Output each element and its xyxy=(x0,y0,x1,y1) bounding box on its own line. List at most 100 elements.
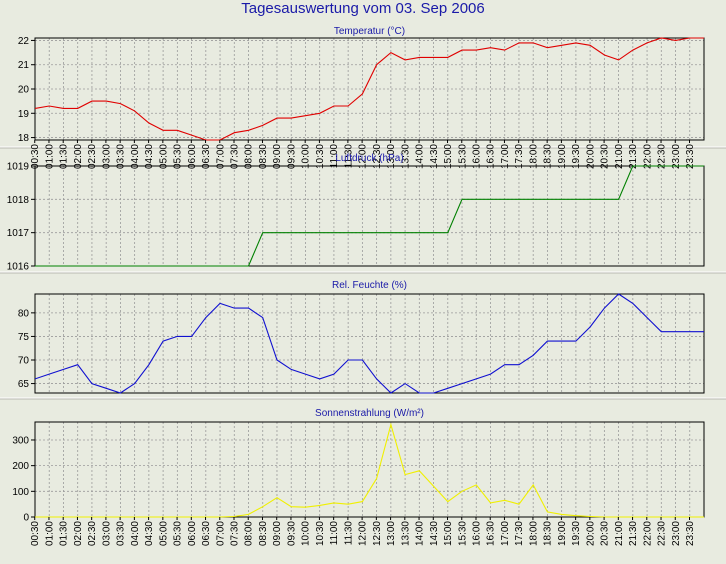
x-tick-label: 12:00 xyxy=(358,521,369,546)
y-tick-label: 0 xyxy=(23,513,29,524)
x-tick-label: 15:00 xyxy=(443,521,454,546)
x-tick-label: 05:00 xyxy=(158,521,169,546)
x-tick-label: 03:30 xyxy=(116,521,127,546)
x-tick-label: 02:30 xyxy=(87,144,98,169)
x-tick-label: 05:00 xyxy=(158,144,169,169)
x-tick-label: 13:00 xyxy=(386,521,397,546)
plot-frame xyxy=(34,165,705,267)
x-tick-label: 12:30 xyxy=(372,521,383,546)
x-tick-label: 20:30 xyxy=(600,144,611,169)
x-tick-label: 10:00 xyxy=(301,144,312,169)
x-tick-label: 15:30 xyxy=(457,144,468,169)
x-tick-label: 22:00 xyxy=(642,144,653,169)
x-tick-label: 04:00 xyxy=(130,144,141,169)
y-tick-label: 200 xyxy=(12,461,29,472)
x-tick-label: 06:30 xyxy=(201,521,212,546)
x-tick-label: 10:30 xyxy=(315,521,326,546)
chart-title: Rel. Feuchte (%) xyxy=(332,280,407,291)
x-tick-label: 18:30 xyxy=(543,144,554,169)
y-tick-label: 1018 xyxy=(7,195,30,206)
x-tick-label: 11:30 xyxy=(343,144,354,169)
x-tick-label: 14:30 xyxy=(429,521,440,546)
x-tick-label: 20:00 xyxy=(585,521,596,546)
x-tick-label: 09:30 xyxy=(286,144,297,169)
x-tick-label: 13:30 xyxy=(400,521,411,546)
y-tick-label: 65 xyxy=(18,379,30,390)
x-tick-label: 12:30 xyxy=(372,144,383,169)
x-tick-label: 11:30 xyxy=(343,521,354,546)
series-line xyxy=(35,293,704,394)
y-tick-label: 1019 xyxy=(7,162,30,173)
chart-title: Sonnenstrahlung (W/m²) xyxy=(315,408,424,419)
x-tick-label: 04:30 xyxy=(144,521,155,546)
x-tick-label: 20:30 xyxy=(600,521,611,546)
plot-frame xyxy=(34,421,705,518)
x-tick-label: 06:00 xyxy=(187,521,198,546)
x-tick-label: 23:00 xyxy=(671,521,682,546)
x-tick-label: 21:00 xyxy=(614,144,625,169)
x-tick-label: 04:30 xyxy=(144,144,155,169)
y-tick-label: 1017 xyxy=(7,228,30,239)
x-tick-label: 03:00 xyxy=(101,144,112,169)
x-tick-label: 01:00 xyxy=(44,521,55,546)
y-tick-label: 21 xyxy=(18,60,30,71)
chart-panel-3: Rel. Feuchte (%) 65 70 75 80 xyxy=(18,280,705,394)
page-title: Tagesauswertung vom 03. Sep 2006 xyxy=(241,0,485,17)
x-tick-label: 13:00 xyxy=(386,144,397,169)
x-tick-label: 22:30 xyxy=(657,144,668,169)
x-tick-label: 19:00 xyxy=(557,144,568,169)
x-tick-label: 18:30 xyxy=(543,521,554,546)
x-tick-label: 06:30 xyxy=(201,144,212,169)
x-tick-label: 10:30 xyxy=(315,144,326,169)
x-tick-label: 09:00 xyxy=(272,144,283,169)
x-tick-label: 02:30 xyxy=(87,521,98,546)
x-tick-label: 21:00 xyxy=(614,521,625,546)
plot-frame xyxy=(34,37,705,141)
x-tick-label: 17:00 xyxy=(500,521,511,546)
x-tick-label: 07:30 xyxy=(230,521,241,546)
x-tick-label: 16:30 xyxy=(486,144,497,169)
x-tick-label: 17:30 xyxy=(514,521,525,546)
x-tick-label: 05:30 xyxy=(173,144,184,169)
x-tick-label: 08:30 xyxy=(258,144,269,169)
x-tick-label: 18:00 xyxy=(528,144,539,169)
x-tick-label: 21:30 xyxy=(628,521,639,546)
x-tick-label: 07:30 xyxy=(230,144,241,169)
x-tick-label: 22:00 xyxy=(642,521,653,546)
chart-title: Luftdruck (hPa) xyxy=(335,153,403,164)
x-tick-label: 12:00 xyxy=(358,144,369,169)
y-tick-label: 1016 xyxy=(7,262,30,273)
x-tick-label: 21:30 xyxy=(628,144,639,169)
x-tick-label: 11:00 xyxy=(329,521,340,546)
series-line xyxy=(35,37,704,141)
x-tick-label: 17:30 xyxy=(514,144,525,169)
x-tick-label: 14:30 xyxy=(429,144,440,169)
y-tick-label: 100 xyxy=(12,487,29,498)
x-tick-label: 13:30 xyxy=(400,144,411,169)
y-tick-label: 75 xyxy=(18,332,30,343)
x-tick-label: 01:00 xyxy=(44,144,55,169)
x-tick-label: 10:00 xyxy=(301,521,312,546)
x-tick-label: 03:00 xyxy=(101,521,112,546)
y-tick-label: 19 xyxy=(18,109,30,120)
x-tick-label: 23:30 xyxy=(685,521,696,546)
y-tick-label: 20 xyxy=(18,85,30,96)
x-tick-label: 08:00 xyxy=(244,521,255,546)
x-tick-label: 07:00 xyxy=(215,521,226,546)
x-tick-label: 07:00 xyxy=(215,144,226,169)
x-tick-label: 08:00 xyxy=(244,144,255,169)
series-line xyxy=(35,422,704,518)
x-tick-label: 00:30 xyxy=(30,521,41,546)
y-tick-label: 300 xyxy=(12,435,29,446)
x-tick-label: 16:00 xyxy=(471,521,482,546)
x-tick-label: 01:30 xyxy=(59,521,70,546)
x-tick-label: 08:30 xyxy=(258,521,269,546)
x-tick-label: 19:00 xyxy=(557,521,568,546)
chart-panel-1: Temperatur (°C) 18 19 20 21 22 00:30 01:00 01:30… xyxy=(18,26,705,169)
chart-panel-2: Luftdruck (hPa) 1016 1017 1018 1019 xyxy=(7,153,705,273)
y-tick-label: 70 xyxy=(18,356,30,367)
y-tick-label: 80 xyxy=(18,308,30,319)
x-tick-label: 22:30 xyxy=(657,521,668,546)
